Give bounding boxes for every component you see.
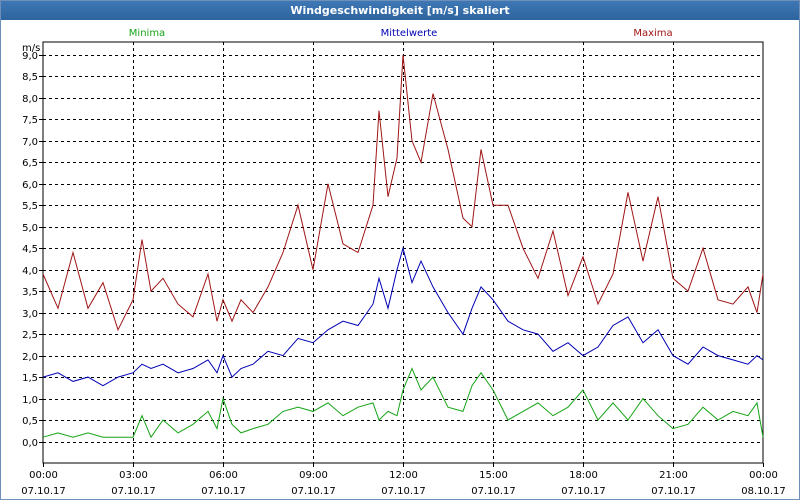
legend-minima: Minima [129, 28, 165, 39]
x-axis-ticks: 00:00 07.10.17 03:00 07.10.17 06:00 07.10.17 0… [21, 470, 786, 497]
grid [39, 41, 764, 467]
x-tick-time-label: 00:00 [29, 470, 58, 481]
x-tick-time-label: 12:00 [389, 470, 418, 481]
y-tick-label: 8,0 [22, 94, 38, 105]
x-tick-time-label: 09:00 [299, 470, 328, 481]
y-tick-label: 9,0 [22, 51, 38, 62]
y-tick-label: 1,5 [22, 373, 38, 384]
x-tick-time-label: 15:00 [479, 470, 508, 481]
series-line-mittelwerte [42, 246, 764, 387]
y-axis-unit-label: m/s [22, 43, 40, 54]
x-tick-date-label: 07.10.17 [291, 486, 336, 497]
x-tick-time-label: 00:00 [749, 470, 778, 481]
y-tick-label: 6,0 [22, 180, 38, 191]
x-tick-time-label: 03:00 [119, 470, 148, 481]
y-tick-label: 2,0 [22, 352, 38, 363]
y-tick-label: 8,5 [22, 72, 38, 83]
x-tick-time-label: 06:00 [209, 470, 238, 481]
x-tick-date-label: 07.10.17 [471, 486, 516, 497]
y-tick-label: 0,0 [22, 438, 38, 449]
y-tick-label: 3,0 [22, 309, 38, 320]
y-tick-label: 2,5 [22, 330, 38, 341]
window-title: Windgeschwindigkeit [m/s] skaliert [1, 1, 799, 20]
x-tick-time-label: 18:00 [569, 470, 598, 481]
y-tick-label: 1,0 [22, 395, 38, 406]
x-tick-date-label: 07.10.17 [111, 486, 156, 497]
y-tick-label: 6,5 [22, 158, 38, 169]
legend-mittelwerte: Mittelwerte [381, 28, 438, 39]
y-axis-ticks: 0,0 0,5 1,0 1,5 2,0 2,5 3,0 3,5 4,0 4,5 5,0 5,5 6,0 6… [22, 51, 38, 449]
series-layer [42, 54, 764, 439]
y-tick-label: 3,5 [22, 287, 38, 298]
y-tick-label: 4,5 [22, 244, 38, 255]
legend-maxima: Maxima [633, 28, 672, 39]
x-tick-date-label: 07.10.17 [21, 486, 66, 497]
series-line-maxima [42, 54, 764, 332]
x-tick-date-label: 08.10.17 [741, 486, 786, 497]
x-tick-time-label: 21:00 [659, 470, 688, 481]
y-tick-label: 5,5 [22, 201, 38, 212]
y-tick-label: 0,5 [22, 416, 38, 427]
y-tick-label: 7,0 [22, 137, 38, 148]
y-tick-label: 5,0 [22, 223, 38, 234]
x-tick-date-label: 07.10.17 [561, 486, 606, 497]
series-line-minima [42, 367, 764, 439]
x-tick-date-label: 07.10.17 [201, 486, 246, 497]
y-tick-label: 7,5 [22, 115, 38, 126]
x-tick-date-label: 07.10.17 [651, 486, 696, 497]
y-tick-label: 4,0 [22, 266, 38, 277]
x-tick-date-label: 07.10.17 [381, 486, 426, 497]
